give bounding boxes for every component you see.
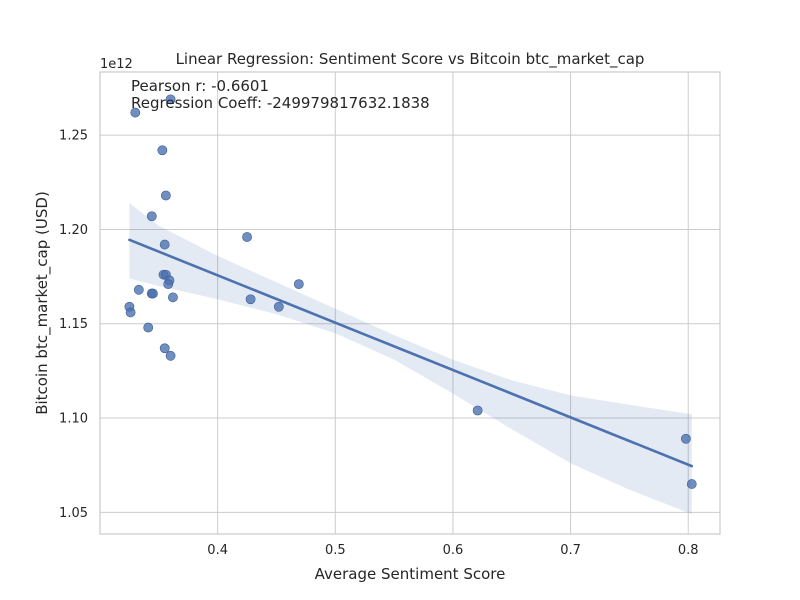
data-point (273, 301, 284, 312)
scatter-points (124, 94, 697, 489)
x-tick-label: 0.7 (560, 543, 581, 558)
chart-title: Linear Regression: Sentiment Score vs Bi… (176, 50, 645, 69)
plot-frame (99, 71, 721, 535)
regression-line (128, 238, 694, 468)
y-tick-label: 1.10 (59, 412, 88, 427)
y-tick-label: 1.05 (59, 506, 88, 521)
y-axis-label: Bitcoin btc_market_cap (USD) (33, 191, 52, 415)
data-point (125, 307, 136, 318)
pearson-annotation: Pearson r: -0.6601 (131, 77, 269, 95)
data-point (163, 279, 174, 290)
data-point (168, 292, 178, 303)
confidence-band (129, 203, 692, 515)
y-offset-label: 1e12 (100, 57, 133, 72)
data-point (242, 232, 252, 242)
x-axis-label: Average Sentiment Score (315, 565, 506, 583)
y-tick-label: 1.15 (59, 317, 88, 332)
data-point (165, 350, 176, 361)
x-tick-label: 0.4 (207, 543, 228, 558)
x-tick-label: 0.6 (443, 543, 464, 558)
y-tick-label: 1.20 (59, 223, 88, 238)
x-tick-labels: 0.4 0.5 0.6 0.7 0.8 (207, 543, 698, 558)
y-tick-labels: 1.05 1.10 1.15 1.20 1.25 (59, 129, 88, 521)
data-point (472, 405, 483, 416)
data-point (165, 94, 176, 105)
data-point (130, 107, 141, 118)
data-point (686, 479, 697, 489)
grid (100, 72, 720, 534)
data-point (143, 322, 154, 333)
data-point (160, 190, 171, 201)
data-point (157, 145, 168, 156)
data-point (133, 284, 144, 295)
y-tick-label: 1.25 (59, 129, 88, 144)
data-point (245, 294, 256, 305)
data-point (159, 239, 170, 250)
data-point (148, 288, 158, 299)
data-point (159, 343, 170, 354)
data-point (680, 433, 691, 444)
x-tick-label: 0.8 (678, 543, 699, 558)
x-tick-label: 0.5 (325, 543, 346, 558)
data-point (146, 211, 157, 222)
data-point (293, 279, 304, 290)
regression-coeff-annotation: Regression Coeff: -249979817632.1838 (131, 94, 430, 112)
